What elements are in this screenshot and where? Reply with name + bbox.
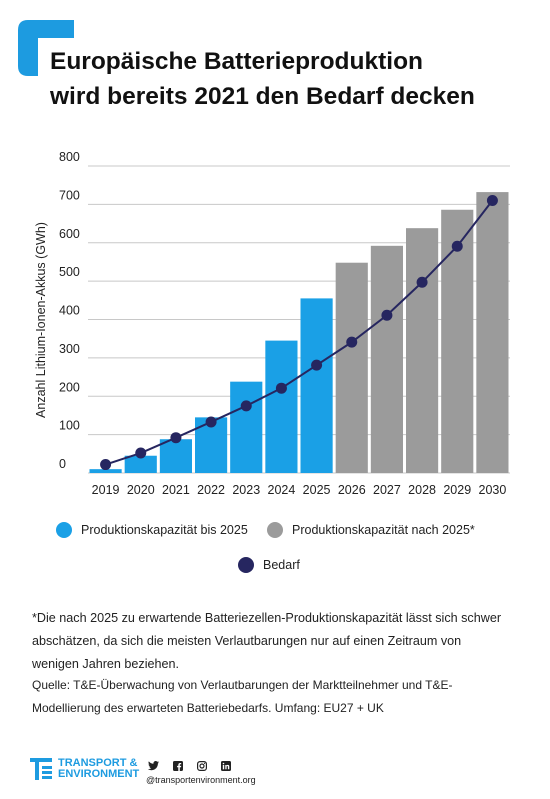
x-tick-label: 2025 xyxy=(303,483,331,497)
y-tick-label: 700 xyxy=(59,188,80,202)
demand-line-path xyxy=(105,199,494,466)
demand-point xyxy=(135,447,147,459)
legend-label-until-2025: Produktionskapazität bis 2025 xyxy=(81,523,248,537)
x-tick-label: 2027 xyxy=(373,483,401,497)
legend-swatch-blue xyxy=(56,522,72,538)
x-tick-label: 2026 xyxy=(338,483,366,497)
linkedin-icon[interactable] xyxy=(221,761,231,771)
legend-label-demand: Bedarf xyxy=(263,558,300,572)
bar xyxy=(230,381,263,473)
x-tick-label: 2019 xyxy=(92,483,120,497)
te-logo-text: TRANSPORT & ENVIRONMENT xyxy=(58,758,139,780)
social-icons-row xyxy=(148,760,256,772)
demand-point xyxy=(100,459,112,471)
bar xyxy=(441,209,474,473)
x-axis-ticks: 2019 2020 2021 2022 2023 2024 2025 2026 2027 2028… xyxy=(92,483,507,497)
y-tick-label: 400 xyxy=(59,304,80,318)
x-tick-label: 2022 xyxy=(197,483,225,497)
x-tick-label: 2029 xyxy=(443,483,471,497)
bar xyxy=(406,228,439,473)
x-tick-label: 2028 xyxy=(408,483,436,497)
demand-point xyxy=(205,416,217,428)
demand-line xyxy=(100,195,498,471)
bar xyxy=(159,439,192,473)
y-tick-label: 600 xyxy=(59,227,80,241)
logo-line-1: TRANSPORT & xyxy=(58,757,138,769)
legend-item-until-2025: Produktionskapazität bis 2025 xyxy=(56,522,248,538)
footnote: *Die nach 2025 zu erwartende Batteriezel… xyxy=(32,607,532,676)
x-tick-label: 2023 xyxy=(232,483,260,497)
x-tick-label: 2021 xyxy=(162,483,190,497)
logo-line-2: ENVIRONMENT xyxy=(58,768,140,780)
bar-line-chart: 0 100 200 300 400 500 600 700 800 Anzahl Lithium… xyxy=(34,150,510,497)
legend-swatch-navy xyxy=(238,557,254,573)
te-logo-icon xyxy=(30,758,52,780)
footnote-line-2: abschätzen, da sich die meisten Verlautb… xyxy=(32,634,462,648)
chart-title-line-2: wird bereits 2021 den Bedarf decken xyxy=(50,83,475,110)
grid-lines xyxy=(88,165,510,474)
bar xyxy=(124,455,157,473)
bar xyxy=(476,192,509,473)
y-tick-label: 100 xyxy=(59,419,80,433)
bar xyxy=(265,340,298,473)
bar xyxy=(89,469,122,473)
source-line-1: Quelle: T&E-Überwachung von Verlautbarun… xyxy=(32,678,453,692)
bars xyxy=(89,192,509,473)
bar xyxy=(370,245,403,473)
y-tick-label: 300 xyxy=(59,342,80,356)
footnote-line-3: wenigen Jahren beziehen. xyxy=(32,657,180,671)
legend-swatch-grey xyxy=(267,522,283,538)
footnote-line-1: *Die nach 2025 zu erwartende Batteriezel… xyxy=(32,611,502,625)
x-tick-label: 2030 xyxy=(479,483,507,497)
source-note: Quelle: T&E-Überwachung von Verlautbarun… xyxy=(32,674,532,720)
social-links: @transportenvironment.org xyxy=(146,760,256,785)
y-axis-label: Anzahl Lithium-Ionen-Akkus (GWh) xyxy=(34,222,48,418)
demand-point xyxy=(346,336,358,348)
te-logo[interactable]: TRANSPORT & ENVIRONMENT xyxy=(30,758,139,780)
demand-point xyxy=(311,359,323,371)
demand-point xyxy=(170,432,182,444)
y-axis-ticks: 0 100 200 300 400 500 600 700 800 xyxy=(59,150,80,471)
demand-point xyxy=(275,382,287,394)
source-line-2: Modellierung des erwarteten Batteriebeda… xyxy=(32,701,384,715)
demand-point xyxy=(381,309,393,321)
corner-accent-decoration xyxy=(18,20,74,76)
chart-title-line-1: Europäische Batterieproduktion xyxy=(50,48,424,75)
twitter-icon[interactable] xyxy=(148,761,159,771)
demand-point xyxy=(416,276,428,288)
instagram-icon[interactable] xyxy=(197,761,207,771)
legend-item-after-2025: Produktionskapazität nach 2025* xyxy=(267,522,475,538)
y-tick-label: 800 xyxy=(59,150,80,164)
bar xyxy=(300,298,333,473)
legend-item-demand: Bedarf xyxy=(238,557,300,573)
demand-point xyxy=(240,400,252,412)
demand-point xyxy=(451,240,463,252)
x-tick-label: 2020 xyxy=(127,483,155,497)
facebook-icon[interactable] xyxy=(173,761,183,771)
demand-point xyxy=(486,195,498,207)
y-tick-label: 500 xyxy=(59,265,80,279)
website-link[interactable]: @transportenvironment.org xyxy=(146,775,256,785)
bar xyxy=(335,262,368,473)
legend-label-after-2025: Produktionskapazität nach 2025* xyxy=(292,523,475,537)
y-tick-label: 200 xyxy=(59,380,80,394)
x-tick-label: 2024 xyxy=(268,483,296,497)
chart-title: Europäische Batterieproduktion wird bere… xyxy=(50,44,540,114)
y-tick-label: 0 xyxy=(59,457,66,471)
